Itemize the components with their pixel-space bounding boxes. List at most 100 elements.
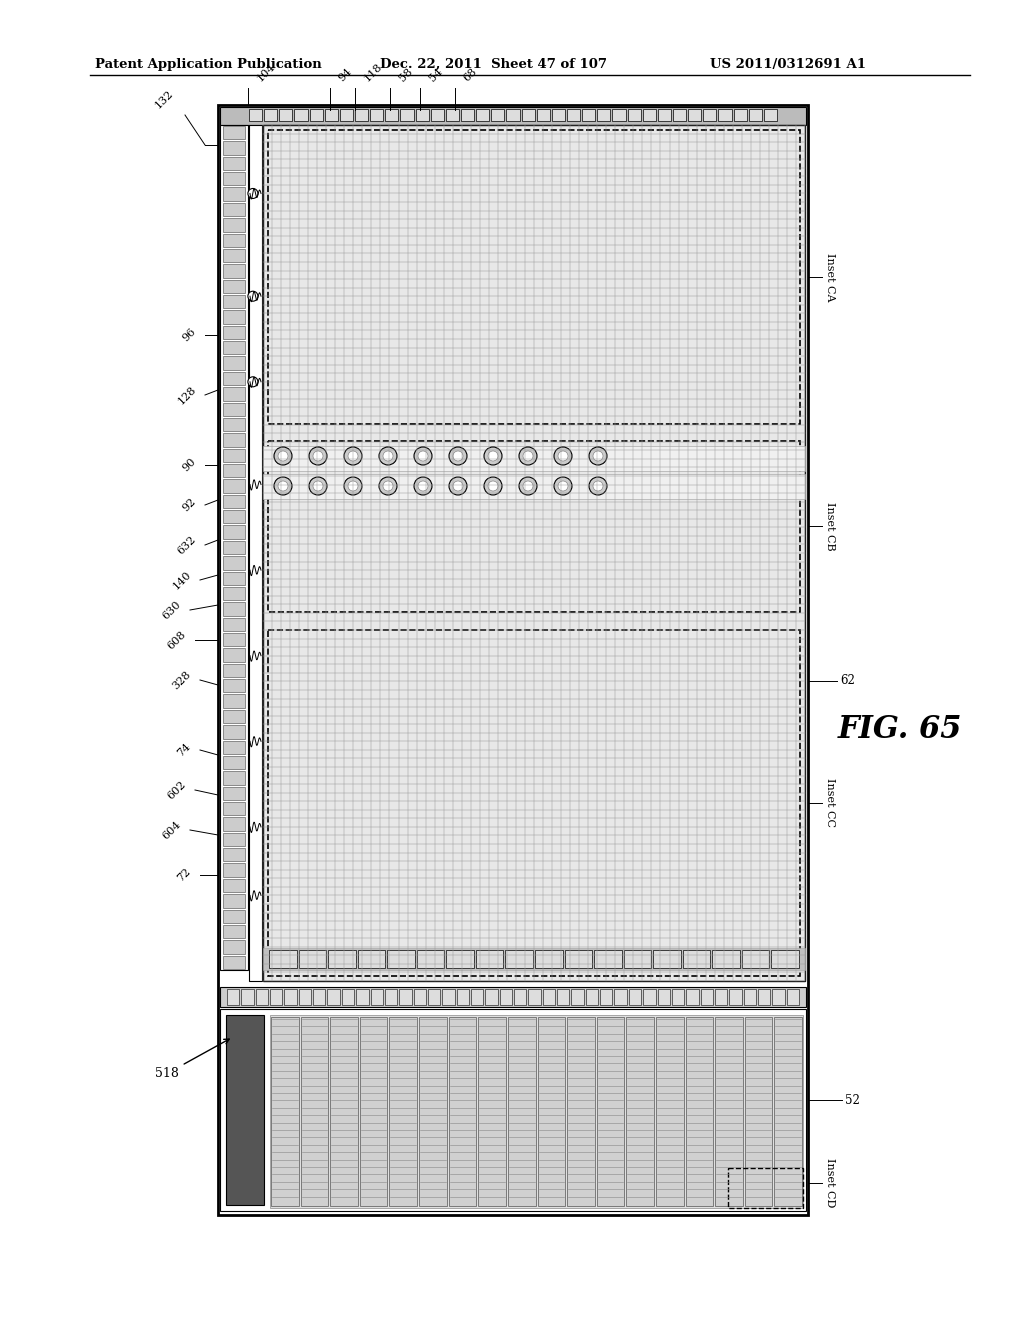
Bar — [325, 110, 338, 121]
Bar — [223, 479, 245, 492]
Bar — [431, 110, 443, 121]
Bar — [223, 157, 245, 170]
Circle shape — [589, 447, 607, 465]
Circle shape — [418, 480, 428, 491]
Bar — [223, 664, 245, 677]
Circle shape — [449, 447, 467, 465]
Bar — [328, 950, 355, 968]
Circle shape — [558, 451, 568, 461]
Bar — [713, 950, 740, 968]
Circle shape — [523, 451, 534, 461]
Bar — [223, 449, 245, 462]
Bar — [223, 387, 245, 400]
Circle shape — [313, 480, 323, 491]
Bar — [223, 403, 245, 416]
Circle shape — [558, 480, 568, 491]
Bar — [223, 847, 245, 862]
Text: 74: 74 — [176, 742, 193, 759]
Bar — [700, 989, 713, 1005]
Text: 604: 604 — [161, 818, 183, 841]
Bar — [227, 989, 240, 1005]
Bar — [218, 106, 808, 1214]
Bar — [492, 110, 505, 121]
Bar — [457, 989, 469, 1005]
Circle shape — [589, 477, 607, 495]
Bar — [500, 989, 512, 1005]
Bar — [223, 495, 245, 508]
Circle shape — [554, 447, 572, 465]
Bar — [672, 989, 684, 1005]
Bar — [223, 187, 245, 201]
Bar — [476, 110, 489, 121]
Bar — [340, 110, 353, 121]
Text: 52: 52 — [845, 1093, 860, 1106]
Bar — [223, 572, 245, 585]
Circle shape — [379, 447, 397, 465]
Bar — [586, 989, 598, 1005]
Text: 128: 128 — [176, 384, 198, 407]
Circle shape — [348, 451, 358, 461]
Bar — [445, 110, 459, 121]
Bar — [485, 989, 498, 1005]
Bar — [597, 110, 610, 121]
Text: 72: 72 — [176, 866, 193, 883]
Bar — [614, 989, 627, 1005]
Bar — [359, 1016, 387, 1206]
Circle shape — [554, 477, 572, 495]
Bar — [715, 1016, 742, 1206]
Text: 68: 68 — [462, 66, 479, 83]
Text: US 2011/0312691 A1: US 2011/0312691 A1 — [710, 58, 866, 71]
Text: Patent Application Publication: Patent Application Publication — [95, 58, 322, 71]
Bar — [428, 989, 440, 1005]
Bar — [223, 925, 245, 939]
Text: 92: 92 — [181, 496, 198, 513]
Bar — [223, 418, 245, 432]
Circle shape — [309, 447, 327, 465]
Circle shape — [523, 480, 534, 491]
Circle shape — [313, 451, 323, 461]
Bar — [220, 1008, 806, 1210]
Bar — [223, 310, 245, 323]
Bar — [356, 989, 369, 1005]
Bar — [600, 989, 612, 1005]
Bar — [223, 356, 245, 370]
Bar — [774, 1016, 802, 1206]
Bar — [389, 1016, 417, 1206]
Circle shape — [453, 451, 463, 461]
Bar — [223, 909, 245, 923]
Bar — [643, 110, 655, 121]
Text: 104: 104 — [255, 61, 278, 83]
Text: Inset CB: Inset CB — [825, 502, 835, 550]
Text: 90: 90 — [181, 457, 198, 474]
Bar — [683, 950, 711, 968]
Bar — [442, 989, 455, 1005]
Circle shape — [348, 480, 358, 491]
Text: 96: 96 — [181, 326, 198, 343]
Circle shape — [519, 477, 537, 495]
Text: Inset CA: Inset CA — [825, 252, 835, 301]
Bar — [414, 989, 426, 1005]
Bar — [744, 1016, 772, 1206]
Circle shape — [344, 447, 362, 465]
Bar — [355, 110, 369, 121]
Bar — [715, 989, 727, 1005]
Bar — [446, 950, 474, 968]
Circle shape — [484, 477, 502, 495]
Bar — [223, 172, 245, 185]
Bar — [764, 110, 777, 121]
Bar — [268, 129, 800, 424]
Text: 62: 62 — [840, 675, 855, 688]
Bar — [223, 956, 245, 969]
Circle shape — [449, 477, 467, 495]
Bar — [249, 125, 262, 981]
Bar — [688, 110, 701, 121]
Bar — [223, 756, 245, 770]
Bar — [749, 110, 762, 121]
Bar — [220, 107, 806, 125]
Text: 602: 602 — [166, 779, 188, 801]
Circle shape — [593, 451, 603, 461]
Bar — [419, 1016, 446, 1206]
Circle shape — [519, 447, 537, 465]
Bar — [264, 110, 278, 121]
Bar — [416, 110, 429, 121]
